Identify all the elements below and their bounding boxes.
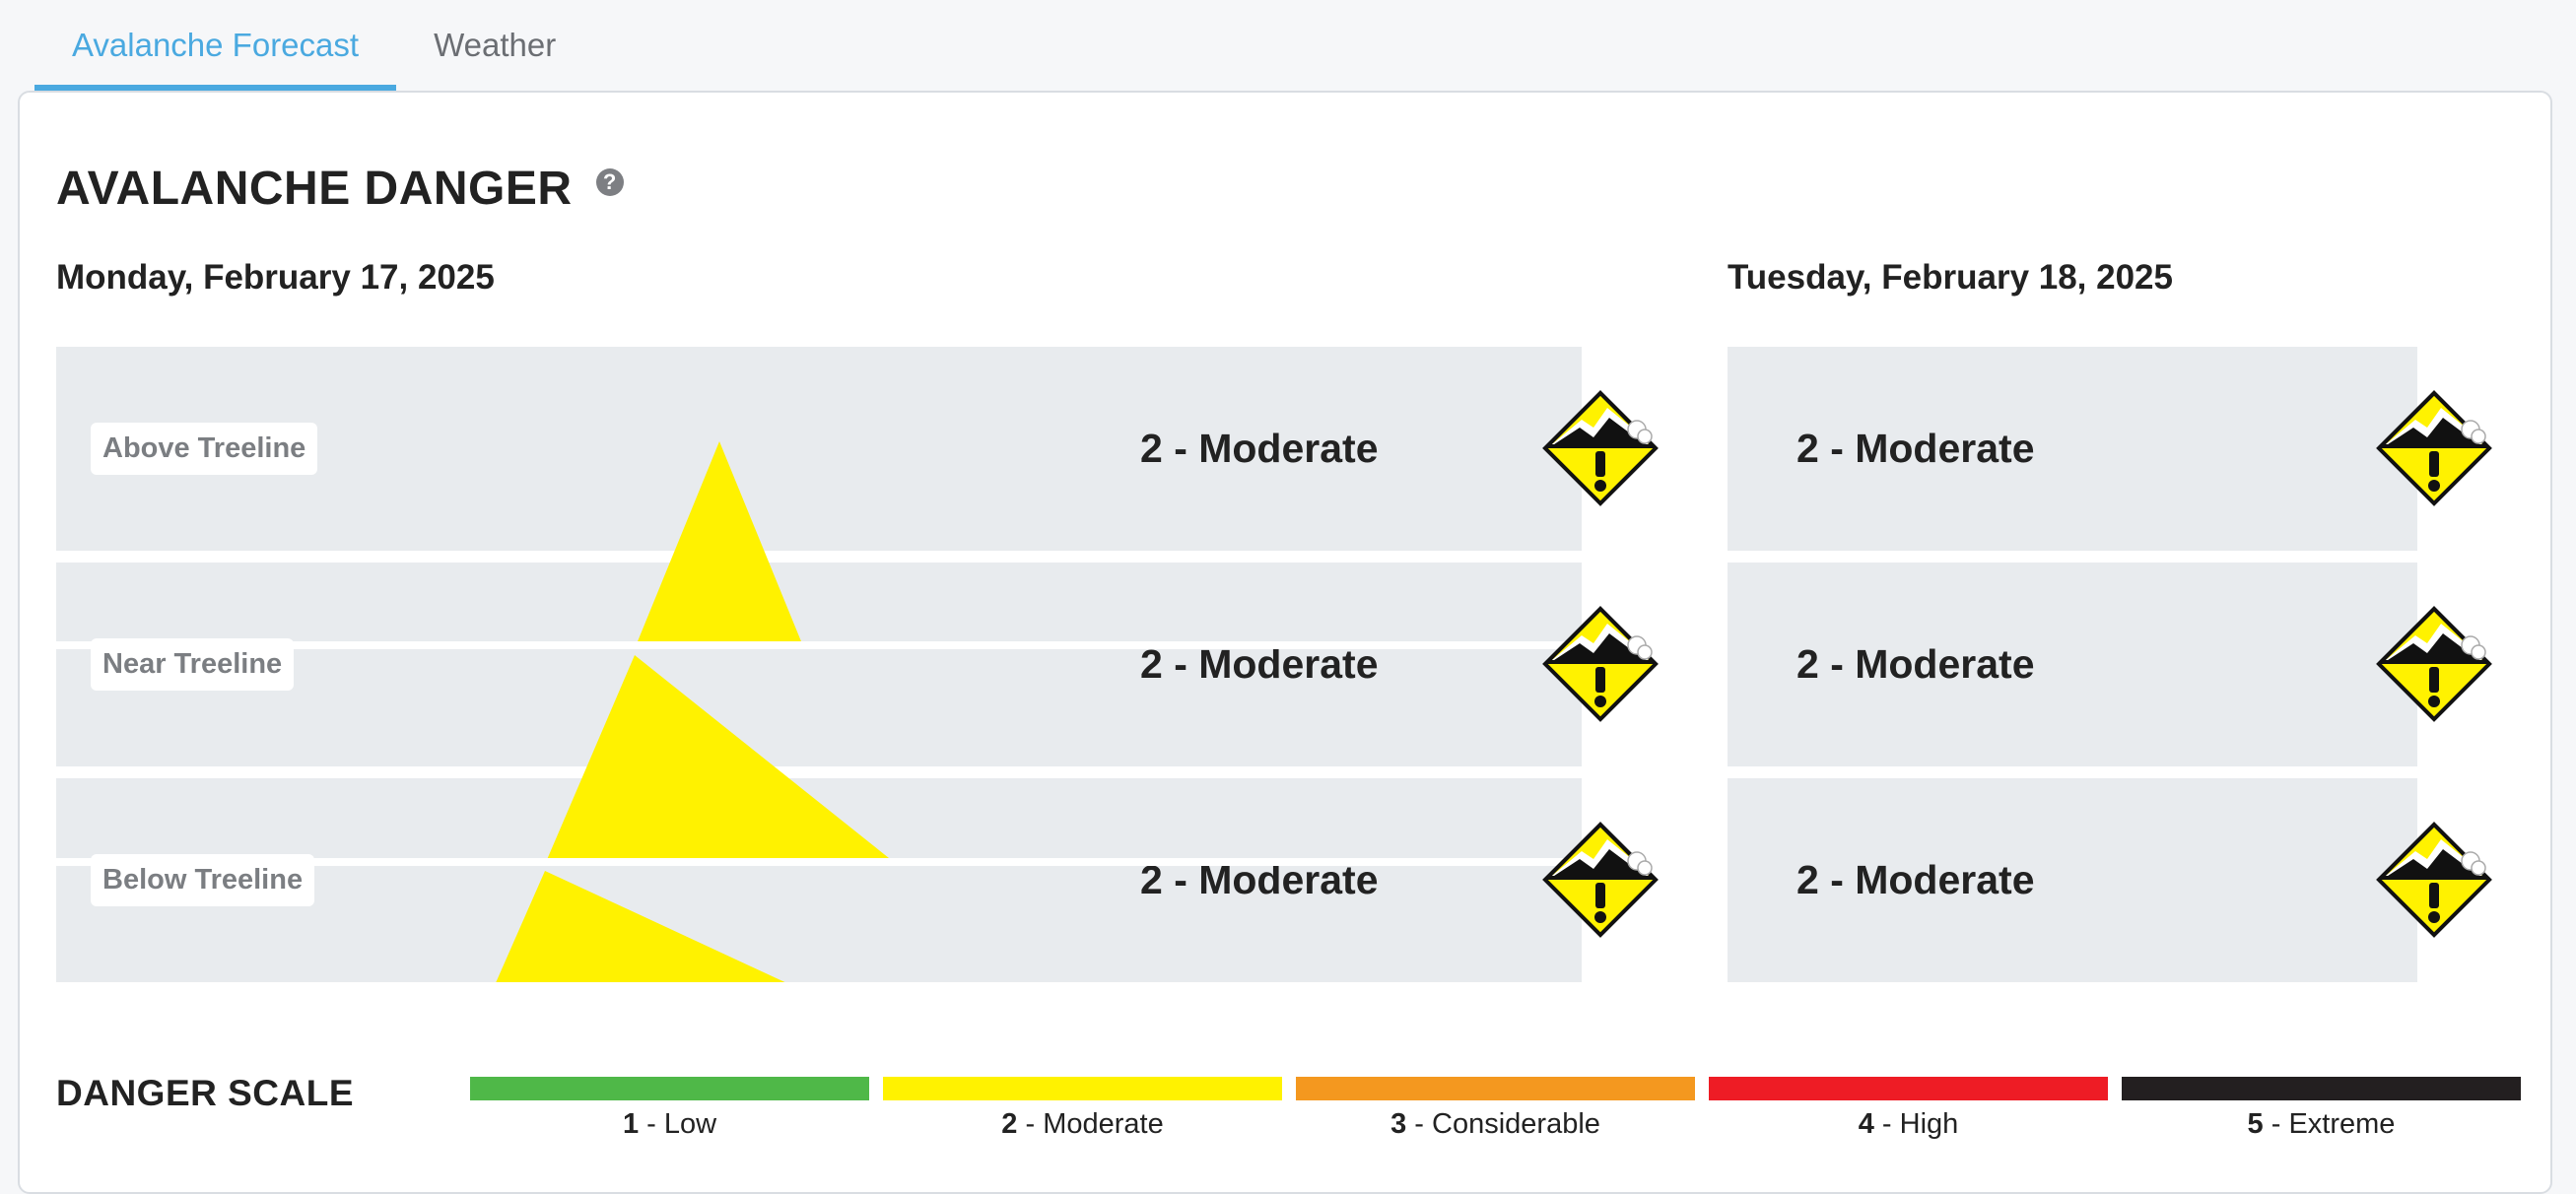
scale-label: 3 - Considerable (1296, 1108, 1695, 1141)
danger-rating: 2 - Moderate (1796, 426, 2035, 471)
elevation-label: Below Treeline (91, 854, 315, 906)
scale-bar (470, 1077, 869, 1100)
question-circle-icon[interactable]: ? (595, 167, 624, 196)
elevation-label: Above Treeline (91, 423, 318, 475)
scale-text: - High (1873, 1108, 1959, 1140)
scale-number: 4 (1858, 1108, 1874, 1140)
danger-rating: 2 - Moderate (1140, 641, 1379, 687)
danger-rating: 2 - Moderate (1796, 857, 2035, 902)
elevation-row-above-treeline: 2 - Moderate (1728, 347, 2417, 551)
tab-weather[interactable]: Weather (434, 27, 557, 63)
elevation-label: Near Treeline (91, 638, 295, 691)
scale-text: - Low (639, 1108, 717, 1140)
moderate-danger-icon (1542, 390, 1659, 506)
moderate-danger-icon-graphic (1542, 822, 1659, 938)
scale-text: - Extreme (2263, 1108, 2396, 1140)
day-1-danger-rows: Above Treeline 2 - Moderate Near Treelin… (56, 347, 1659, 982)
scale-number: 5 (2247, 1108, 2264, 1140)
elevation-row-below-treeline: Below Treeline 2 - Moderate (56, 778, 1582, 982)
elevation-row-above-treeline: Above Treeline 2 - Moderate (56, 347, 1582, 551)
scale-level-extreme: 5 - Extreme (2122, 1077, 2521, 1141)
moderate-danger-icon-graphic (1542, 390, 1659, 506)
day-heading: Monday, February 17, 2025 (56, 258, 495, 297)
danger-rating: 2 - Moderate (1140, 426, 1379, 471)
danger-rating: 2 - Moderate (1796, 641, 2035, 687)
forecast-panel: AVALANCHE DANGER ? Monday, February 17, … (18, 91, 2552, 1194)
scale-label: 4 - High (1709, 1108, 2108, 1141)
section-title: AVALANCHE DANGER (56, 163, 573, 215)
title-row: AVALANCHE DANGER ? (56, 162, 624, 216)
day-heading: Tuesday, February 18, 2025 (1728, 258, 2173, 297)
danger-scale-title: DANGER SCALE (56, 1073, 355, 1113)
scale-number: 2 (1001, 1108, 1018, 1140)
scale-bar (1296, 1077, 1695, 1100)
moderate-danger-icon (2376, 606, 2492, 722)
elevation-row-below-treeline: 2 - Moderate (1728, 778, 2417, 982)
day-2-danger-rows: 2 - Moderate 2 - Moderate 2 - Moderate (1728, 347, 2492, 982)
moderate-danger-icon-graphic (2376, 822, 2492, 938)
moderate-danger-icon (2376, 390, 2492, 506)
scale-bar (1709, 1077, 2108, 1100)
moderate-danger-icon (1542, 822, 1659, 938)
elevation-row-near-treeline: 2 - Moderate (1728, 563, 2417, 766)
scale-bar (2122, 1077, 2521, 1100)
tab-avalanche-forecast[interactable]: Avalanche Forecast (34, 0, 397, 91)
scale-bar (883, 1077, 1282, 1100)
scale-text: - Considerable (1406, 1108, 1600, 1140)
scale-level-moderate: 2 - Moderate (883, 1077, 1282, 1141)
scale-number: 3 (1390, 1108, 1407, 1140)
danger-scale: 1 - Low 2 - Moderate 3 - Considerable 4 … (470, 1077, 2521, 1141)
scale-level-low: 1 - Low (470, 1077, 869, 1141)
moderate-danger-icon (1542, 606, 1659, 722)
scale-label: 1 - Low (470, 1108, 869, 1141)
moderate-danger-icon-graphic (2376, 606, 2492, 722)
scale-level-high: 4 - High (1709, 1077, 2108, 1141)
scale-text: - Moderate (1017, 1108, 1164, 1140)
tab-bar: Avalanche Forecast Weather (34, 0, 593, 91)
moderate-danger-icon-graphic (1542, 606, 1659, 722)
scale-label: 5 - Extreme (2122, 1108, 2521, 1141)
danger-rating: 2 - Moderate (1140, 857, 1379, 902)
elevation-row-near-treeline: Near Treeline 2 - Moderate (56, 563, 1582, 766)
scale-label: 2 - Moderate (883, 1108, 1282, 1141)
moderate-danger-icon-graphic (2376, 390, 2492, 506)
moderate-danger-icon (2376, 822, 2492, 938)
scale-level-considerable: 3 - Considerable (1296, 1077, 1695, 1141)
scale-number: 1 (622, 1108, 640, 1140)
